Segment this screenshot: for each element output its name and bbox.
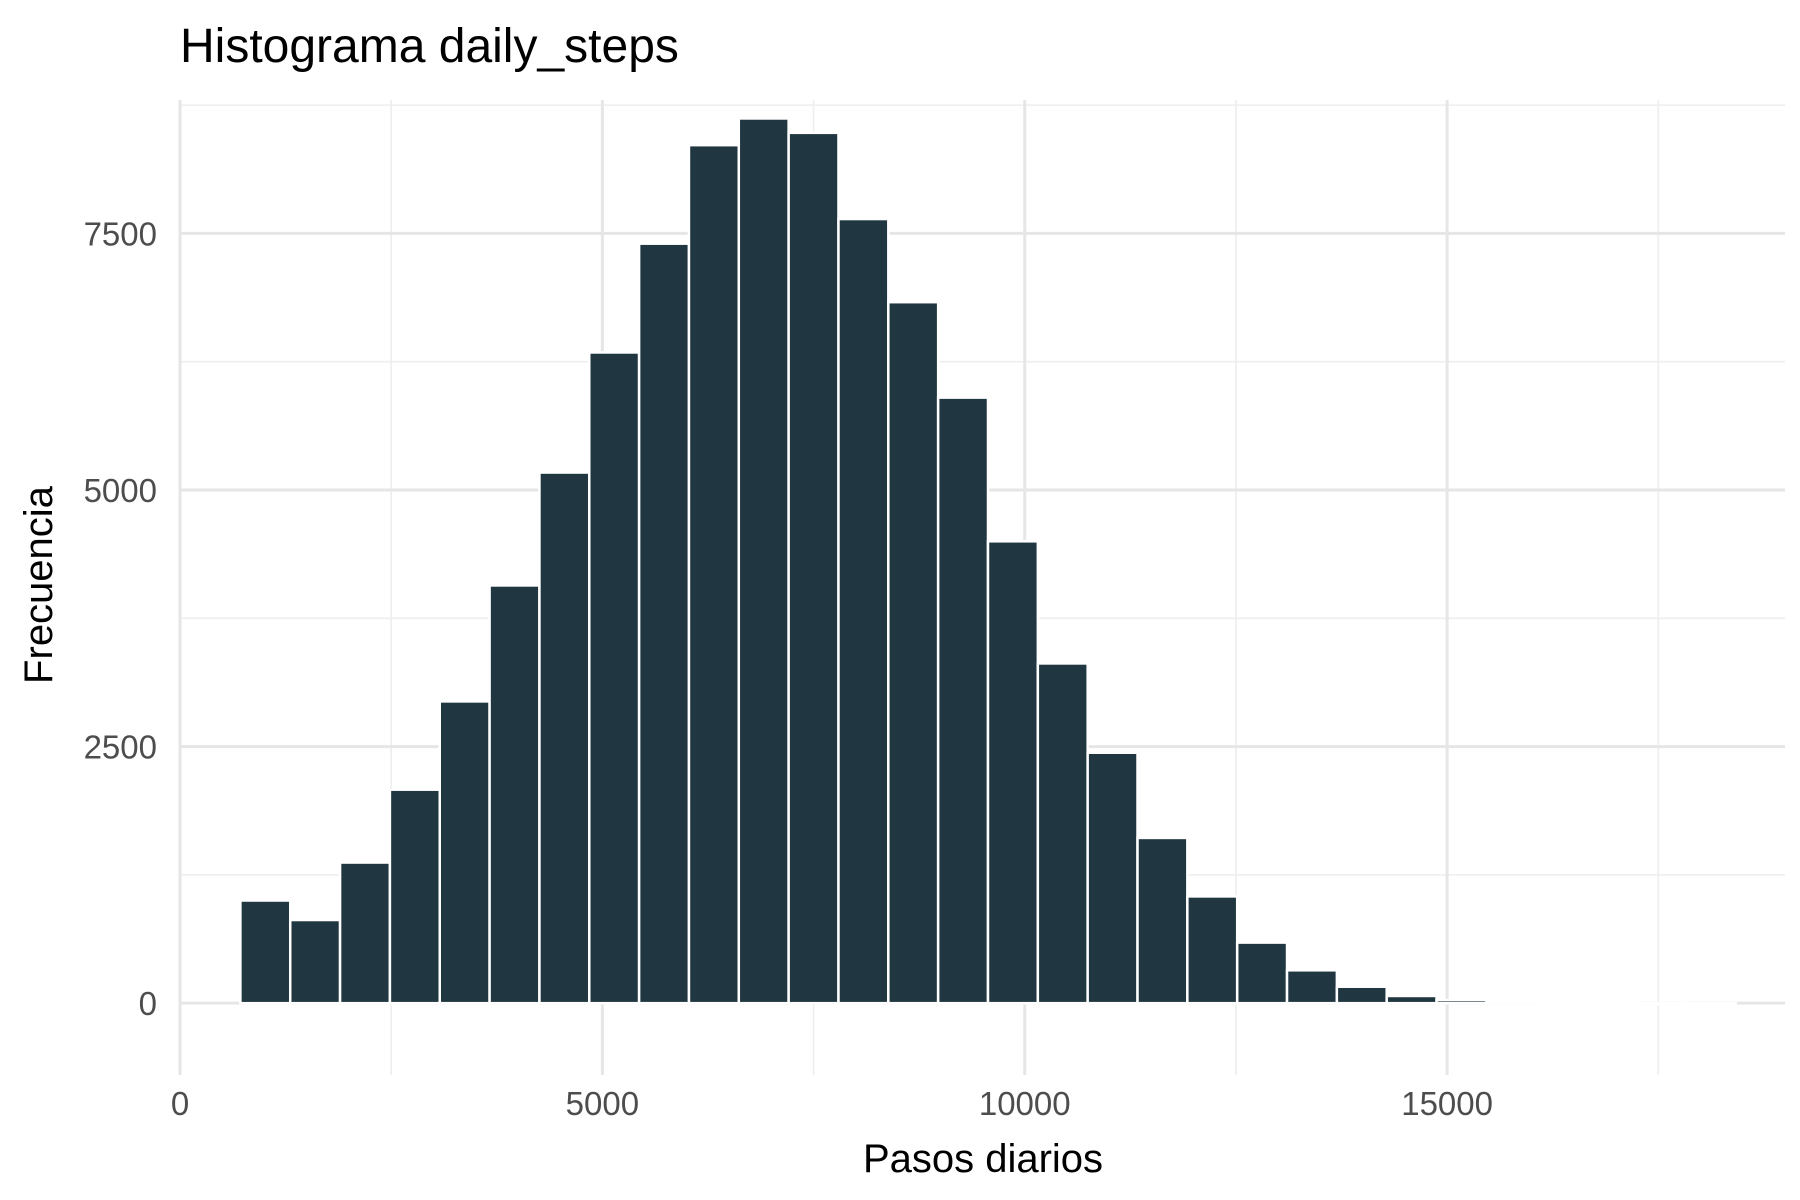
- histogram-bar: [936, 396, 990, 1005]
- histogram-bar: [1534, 1001, 1588, 1006]
- y-axis-title: Frecuencia: [17, 485, 61, 684]
- x-axis-tick-labels: 0 5000 10000 15000: [171, 1085, 1493, 1122]
- histogram-bar: [1335, 985, 1388, 1005]
- histogram-bar: [488, 584, 541, 1005]
- y-axis-tick-labels: 0 2500 5000 7500: [84, 215, 157, 1022]
- histogram-bar: [388, 788, 442, 1005]
- histogram-bar: [1285, 969, 1339, 1005]
- histogram-bar: [837, 217, 890, 1005]
- histogram-bar: [1584, 1001, 1638, 1006]
- chart-title: Histograma daily_steps: [180, 20, 679, 73]
- bars-layer: [239, 117, 1737, 1006]
- histogram-bar: [588, 351, 641, 1005]
- x-axis-title: Pasos diarios: [863, 1137, 1103, 1181]
- histogram-bar: [1186, 895, 1239, 1005]
- histogram-bar: [1036, 662, 1089, 1005]
- histogram-bar: [986, 540, 1040, 1005]
- y-tick-label: 5000: [84, 472, 157, 509]
- histogram-bar: [1684, 1001, 1737, 1006]
- histogram-bar: [1634, 1001, 1687, 1006]
- histogram-bar: [338, 861, 392, 1005]
- histogram-bar: [1235, 941, 1289, 1005]
- y-tick-label: 7500: [84, 215, 157, 252]
- histogram-bar: [288, 918, 342, 1005]
- histogram-bar: [239, 899, 292, 1005]
- histogram-bar: [1385, 994, 1438, 1005]
- y-tick-label: 2500: [84, 729, 157, 766]
- histogram-bar: [787, 131, 840, 1005]
- x-tick-label: 0: [171, 1085, 189, 1122]
- histogram-bar: [637, 242, 691, 1005]
- histogram-bar: [1136, 836, 1189, 1005]
- histogram-bar: [1086, 751, 1139, 1005]
- histogram-bar: [737, 117, 790, 1005]
- histogram-bar: [1435, 998, 1488, 1005]
- y-tick-label: 0: [139, 985, 157, 1022]
- x-tick-label: 10000: [979, 1085, 1071, 1122]
- histogram-bar: [1485, 1000, 1538, 1005]
- x-tick-label: 5000: [566, 1085, 639, 1122]
- x-tick-label: 15000: [1401, 1085, 1493, 1122]
- histogram-bar: [687, 143, 741, 1005]
- histogram-bar: [438, 700, 491, 1005]
- histogram-bar: [887, 300, 940, 1005]
- histogram-bar: [538, 471, 591, 1005]
